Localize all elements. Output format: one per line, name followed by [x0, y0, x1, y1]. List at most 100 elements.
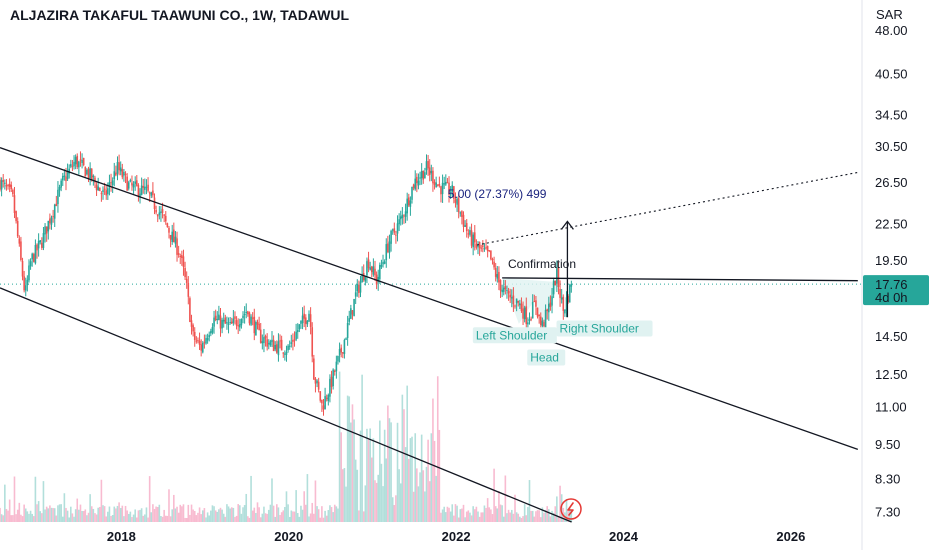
volume-bar — [115, 508, 117, 522]
x-axis[interactable]: 2018 2020 2022 2024 2026 — [107, 529, 805, 544]
candle-body — [504, 286, 507, 290]
volume-bar — [47, 508, 50, 522]
candle-body — [488, 250, 491, 252]
volume-bar — [362, 511, 365, 522]
candle-body — [108, 182, 111, 187]
candle-body — [285, 352, 288, 355]
candle-body — [282, 352, 285, 354]
volume-bar — [314, 480, 317, 522]
candle-body — [401, 214, 404, 219]
candle-body — [174, 236, 177, 244]
candle-body — [330, 376, 333, 388]
candle-body — [522, 308, 524, 319]
candle-body — [428, 167, 431, 175]
volume-bar — [507, 509, 510, 522]
volume-bar — [200, 514, 202, 522]
candle-body — [229, 322, 231, 324]
y-tick-label: 7.30 — [875, 504, 900, 519]
candle-body — [319, 391, 322, 401]
volume-bar — [374, 480, 376, 522]
flash-icon[interactable] — [560, 498, 582, 520]
candle-body — [4, 182, 6, 184]
volume-bar — [284, 506, 286, 522]
volume-bar — [385, 458, 388, 522]
candle-body — [430, 170, 433, 174]
volume-bar — [226, 504, 228, 522]
candle-body — [86, 169, 88, 175]
volume-bar — [499, 504, 502, 522]
volume-bar — [144, 514, 146, 522]
measure-arrow-head — [560, 220, 574, 230]
y-tick-label: 40.50 — [875, 67, 908, 82]
volume-bar — [557, 515, 560, 522]
volume-bar — [509, 512, 511, 522]
left-shoulder-tag: Left Shoulder — [472, 327, 557, 344]
y-tick-label: 11.00 — [875, 400, 907, 415]
volume-bar — [549, 516, 552, 522]
volume-bar — [21, 516, 24, 522]
volume-bar — [366, 428, 368, 522]
candle-body — [406, 198, 408, 214]
volume-bar — [354, 459, 357, 522]
candle-body — [403, 215, 405, 217]
candle-body — [242, 315, 244, 319]
candle-body — [554, 280, 557, 286]
candle-body — [396, 223, 399, 234]
candle-body — [140, 185, 143, 195]
candle-body — [470, 230, 473, 246]
candle-body — [161, 209, 164, 213]
volume-bar — [210, 510, 212, 522]
volume-bar — [364, 485, 367, 522]
candle-body — [21, 261, 24, 277]
candle-body — [76, 155, 79, 168]
volume-bar — [356, 469, 359, 522]
y-tick-label: 9.50 — [875, 437, 900, 452]
candle-body — [448, 182, 450, 195]
candle-body — [417, 180, 420, 186]
candle-body — [190, 320, 193, 327]
candle-body — [79, 159, 82, 161]
volume-bar — [70, 506, 72, 522]
volume-bar — [124, 505, 127, 522]
candle-body — [107, 188, 109, 195]
volume-bar — [8, 499, 11, 522]
volume-bar — [359, 430, 362, 522]
candle-body — [538, 315, 540, 317]
volume-bar — [432, 398, 434, 522]
volume-bar — [213, 506, 215, 522]
candle-body — [16, 221, 19, 237]
volume-bar — [486, 498, 489, 522]
candle-body — [261, 341, 264, 344]
candle-body — [189, 298, 191, 322]
candle-body — [134, 181, 136, 184]
measure-label: 5.00 (27.37%) 499 — [448, 187, 547, 201]
candle-body — [525, 306, 528, 325]
volume-bar — [261, 513, 264, 522]
candle-body — [316, 380, 318, 384]
candle-body — [436, 184, 439, 186]
volume-bar — [39, 511, 42, 522]
x-tick-label: 2018 — [107, 529, 136, 544]
candle-body — [543, 322, 545, 327]
y-axis[interactable]: SAR 48.00 40.50 34.50 30.50 26.50 22.50 19.50 1… — [875, 7, 908, 519]
volume-bar — [7, 510, 9, 522]
volume-bar — [292, 511, 294, 522]
volume-bar — [369, 428, 371, 522]
volume-bar — [155, 506, 157, 522]
volume-bar — [230, 507, 233, 522]
volume-bar — [317, 509, 320, 522]
candle-body — [32, 254, 35, 262]
candle-body — [247, 311, 249, 315]
candle-body — [560, 297, 563, 300]
volume-bar — [282, 510, 285, 522]
volume-bar — [239, 505, 241, 522]
candle-body — [97, 186, 99, 191]
volume-bar — [66, 510, 69, 522]
candle-body — [288, 345, 291, 347]
volume-bar — [222, 513, 225, 522]
volume-bar — [253, 507, 256, 522]
candle-body — [353, 298, 355, 317]
candle-body — [539, 316, 542, 325]
volume-bar — [264, 513, 267, 522]
